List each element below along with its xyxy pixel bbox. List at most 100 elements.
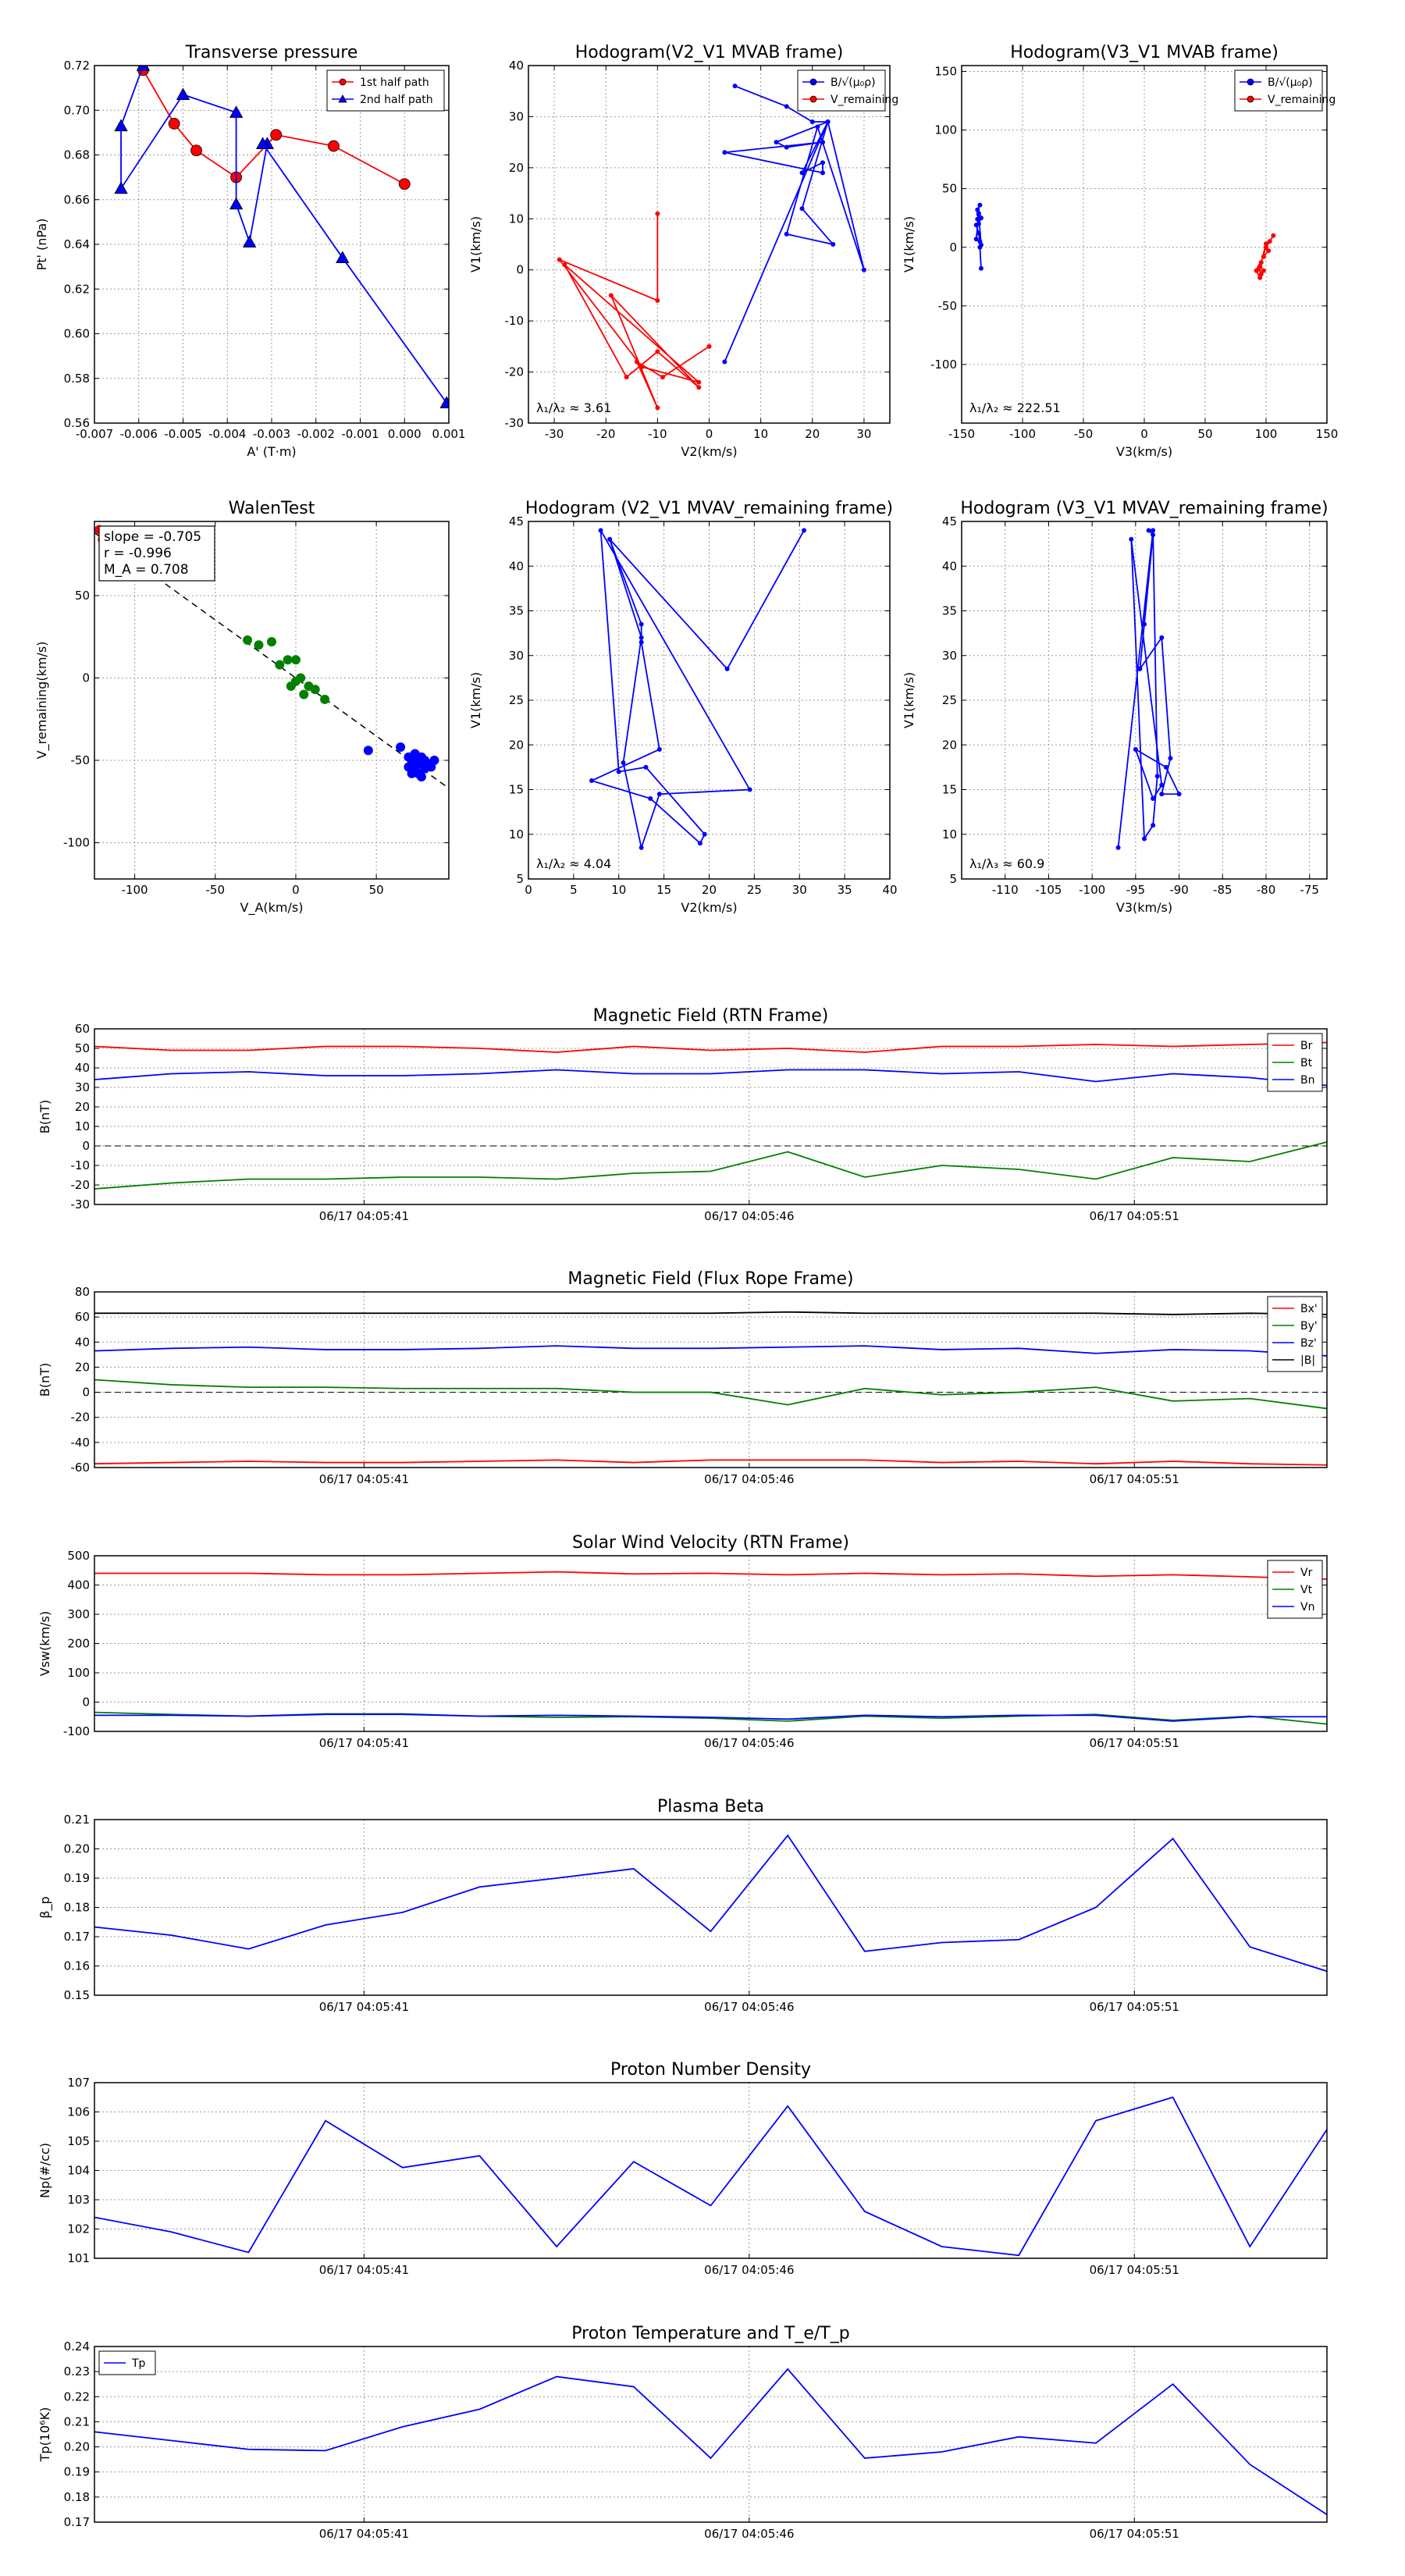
y-tick-label: -50 [938,299,958,313]
stats-line: r = -0.996 [104,546,172,561]
x-tick-label: 40 [882,883,897,897]
data-point [589,778,595,784]
data-point [638,639,644,645]
data-point [255,137,270,149]
x-axis-label: V2(km/s) [681,900,737,915]
x-tick-label: -0.005 [164,427,201,441]
y-axis-label: Pt' (nPa) [34,219,49,271]
x-tick-label: 06/17 04:05:46 [704,1209,794,1223]
y-tick-label: 0.19 [64,1871,90,1885]
data-point [634,359,639,365]
x-tick-label: 06/17 04:05:51 [1090,1472,1179,1486]
y-tick-label: 15 [942,783,957,797]
legend-label: Vt [1300,1584,1313,1596]
x-tick-label: 150 [1316,427,1339,441]
x-tick-label: -0.007 [76,427,113,441]
plot-frame [94,2346,1328,2523]
data-point [747,787,752,792]
data-point [190,144,202,157]
chart-title: Hodogram(V3_V1 MVAB frame) [1010,43,1279,62]
chart-title: Hodogram (V3_V1 MVAV_remaining frame) [960,499,1328,518]
x-tick-label: 25 [747,883,762,897]
data-point [825,119,831,124]
chart-title: Hodogram(V2_V1 MVAB frame) [575,43,844,62]
y-tick-label: 0.22 [64,2389,90,2403]
x-tick-label: 06/17 04:05:46 [704,1472,794,1486]
y-tick-label: 500 [67,1549,90,1563]
legend-label: Bz' [1300,1337,1317,1350]
y-tick-label: 150 [934,65,957,79]
data-point [978,215,984,221]
legend-label: Bx' [1300,1303,1318,1315]
data-point [1261,254,1266,259]
y-axis-label: V1(km/s) [902,672,916,728]
data-point [1257,275,1263,280]
y-axis-label: V_remaining(km/s) [34,642,50,760]
chart-title: Proton Number Density [610,2060,811,2080]
y-tick-label: 0.19 [64,2465,90,2479]
plot-area [557,84,866,411]
data-point [1151,795,1156,801]
data-point [809,95,817,103]
data-point [1142,836,1147,841]
y-tick-label: 40 [75,1061,90,1075]
plot-frame [94,2082,1328,2259]
data-point [802,528,807,533]
data-point [621,760,626,766]
stats-line: slope = -0.705 [104,529,201,545]
x-tick-label: 06/17 04:05:41 [319,1736,409,1750]
chart-title: Solar Wind Velocity (RTN Frame) [572,1533,849,1553]
plot-frame [961,521,1328,880]
series-line [94,1713,1327,1722]
data-point [722,359,727,365]
data-point [702,831,707,837]
x-tick-label: 20 [702,883,717,897]
data-point [562,262,567,268]
data-point [724,666,730,671]
data-point [267,637,276,647]
y-tick-label: -100 [63,1724,90,1738]
plot-area [94,1834,1327,1973]
data-point [229,105,244,118]
y-tick-label: 0.70 [64,103,90,117]
series-line [94,1571,1327,1580]
legend-label: 2nd half path [360,94,433,106]
chart-title: Transverse pressure [185,43,358,62]
data-point [296,673,306,683]
data-point [1271,233,1276,238]
x-tick-label: -100 [1009,427,1036,441]
y-tick-label: 0.20 [64,2440,90,2454]
y-axis-label: Np(#/cc) [37,2143,52,2198]
x-tick-label: 06/17 04:05:41 [319,2263,409,2277]
series-line [94,1345,1327,1357]
y-tick-label: 30 [509,109,524,123]
chart-tp_temp: Proton Temperature and T_e/T_p 06/17 04:0… [37,2324,1328,2541]
eigen-ratio-label: λ₁/λ₂ ≈ 4.04 [536,856,611,871]
data-point [338,94,347,103]
data-point [254,640,264,650]
y-tick-label: 0.60 [64,327,90,341]
y-tick-label: 80 [75,1285,90,1299]
x-tick-label: -50 [1074,427,1094,441]
series-line [724,85,865,362]
data-point [655,349,660,354]
data-point [638,621,644,627]
legend: Bx' By' Bz' |B| [1267,1296,1323,1372]
data-point [784,231,789,237]
series-line [94,1459,1327,1466]
x-tick-label: -90 [1169,883,1189,897]
legend-label: B/√(μ₀ρ) [1268,76,1313,89]
y-tick-label: 0 [82,671,90,685]
series-line [589,530,805,851]
data-point [809,119,815,124]
plot-frame [961,65,1328,424]
data-point [973,237,979,242]
data-point [1168,756,1173,761]
y-tick-label: 5 [516,872,524,886]
data-point [1159,792,1165,797]
series-line [94,1379,1327,1410]
y-tick-label: 20 [75,1100,90,1114]
legend: Vr Vt Vn [1267,1560,1323,1619]
x-tick-label: -100 [1079,883,1105,897]
legend-label: Br [1300,1040,1313,1052]
